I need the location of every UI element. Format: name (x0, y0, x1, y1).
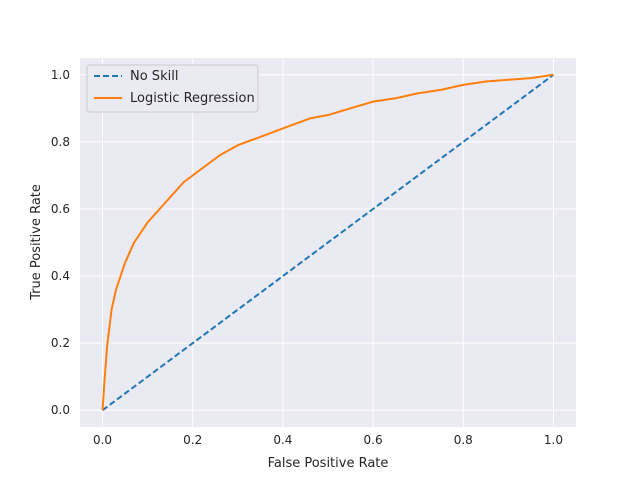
y-tick-label: 1.0 (51, 68, 70, 82)
legend-box (86, 64, 259, 113)
y-tick-label: 0.4 (51, 269, 70, 283)
x-tick-label: 0.8 (454, 433, 473, 447)
legend: No Skill Logistic Regression (86, 64, 259, 113)
x-tick-labels: 0.0 0.2 0.4 0.6 0.8 1.0 (93, 433, 563, 447)
x-tick-label: 0.0 (93, 433, 112, 447)
x-tick-label: 0.2 (183, 433, 202, 447)
legend-label-logistic-regression: Logistic Regression (130, 91, 255, 106)
series-line-logistic-regression (101, 73, 554, 411)
y-axis-label: True Positive Rate (29, 184, 44, 301)
grid-lines (80, 58, 576, 427)
y-tick-labels: 0.0 0.2 0.4 0.6 0.8 1.0 (51, 68, 70, 417)
y-tick-label: 0.8 (51, 135, 70, 149)
x-tick-label: 0.6 (364, 433, 383, 447)
y-tick-label: 0.2 (51, 336, 70, 350)
x-tick-label: 1.0 (544, 433, 563, 447)
x-tick-label: 0.4 (273, 433, 292, 447)
y-tick-label: 0.6 (51, 202, 70, 216)
series-lines (101, 73, 555, 412)
x-axis-label: False Positive Rate (268, 456, 389, 471)
legend-label-no-skill: No Skill (130, 69, 178, 84)
y-tick-label: 0.0 (51, 403, 70, 417)
series-line-no-skill (101, 73, 555, 412)
